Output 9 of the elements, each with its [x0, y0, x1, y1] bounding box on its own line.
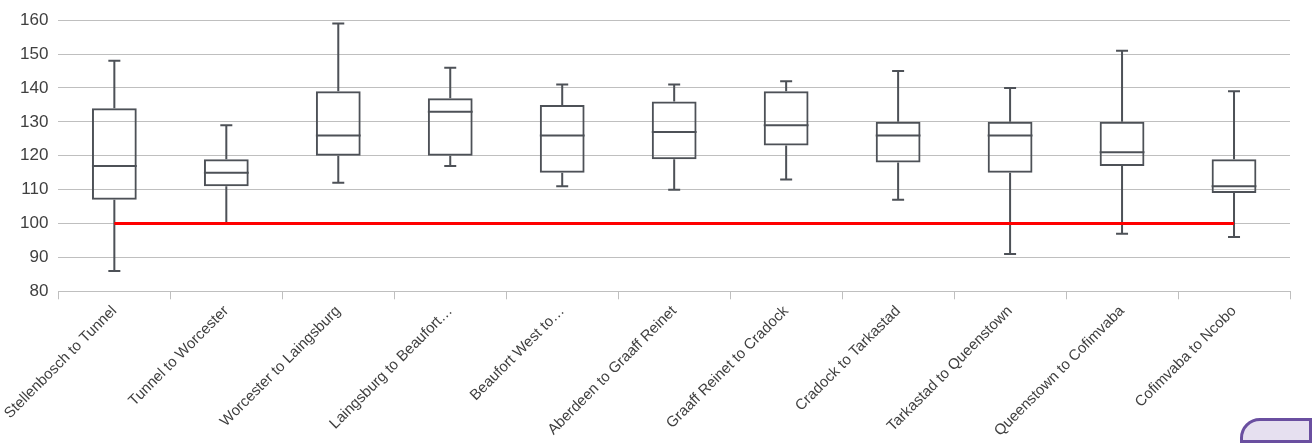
y-tick-label: 80 — [29, 280, 49, 300]
y-tick-label: 140 — [19, 77, 49, 97]
y-tick-label: 100 — [19, 213, 49, 233]
y-tick-label: 160 — [19, 9, 49, 29]
y-tick-label: 90 — [29, 247, 49, 267]
y-tick-label: 130 — [19, 111, 49, 131]
y-tick-label: 150 — [19, 43, 49, 63]
y-tick-label: 110 — [21, 179, 49, 199]
y-tick-label: 120 — [19, 145, 49, 165]
